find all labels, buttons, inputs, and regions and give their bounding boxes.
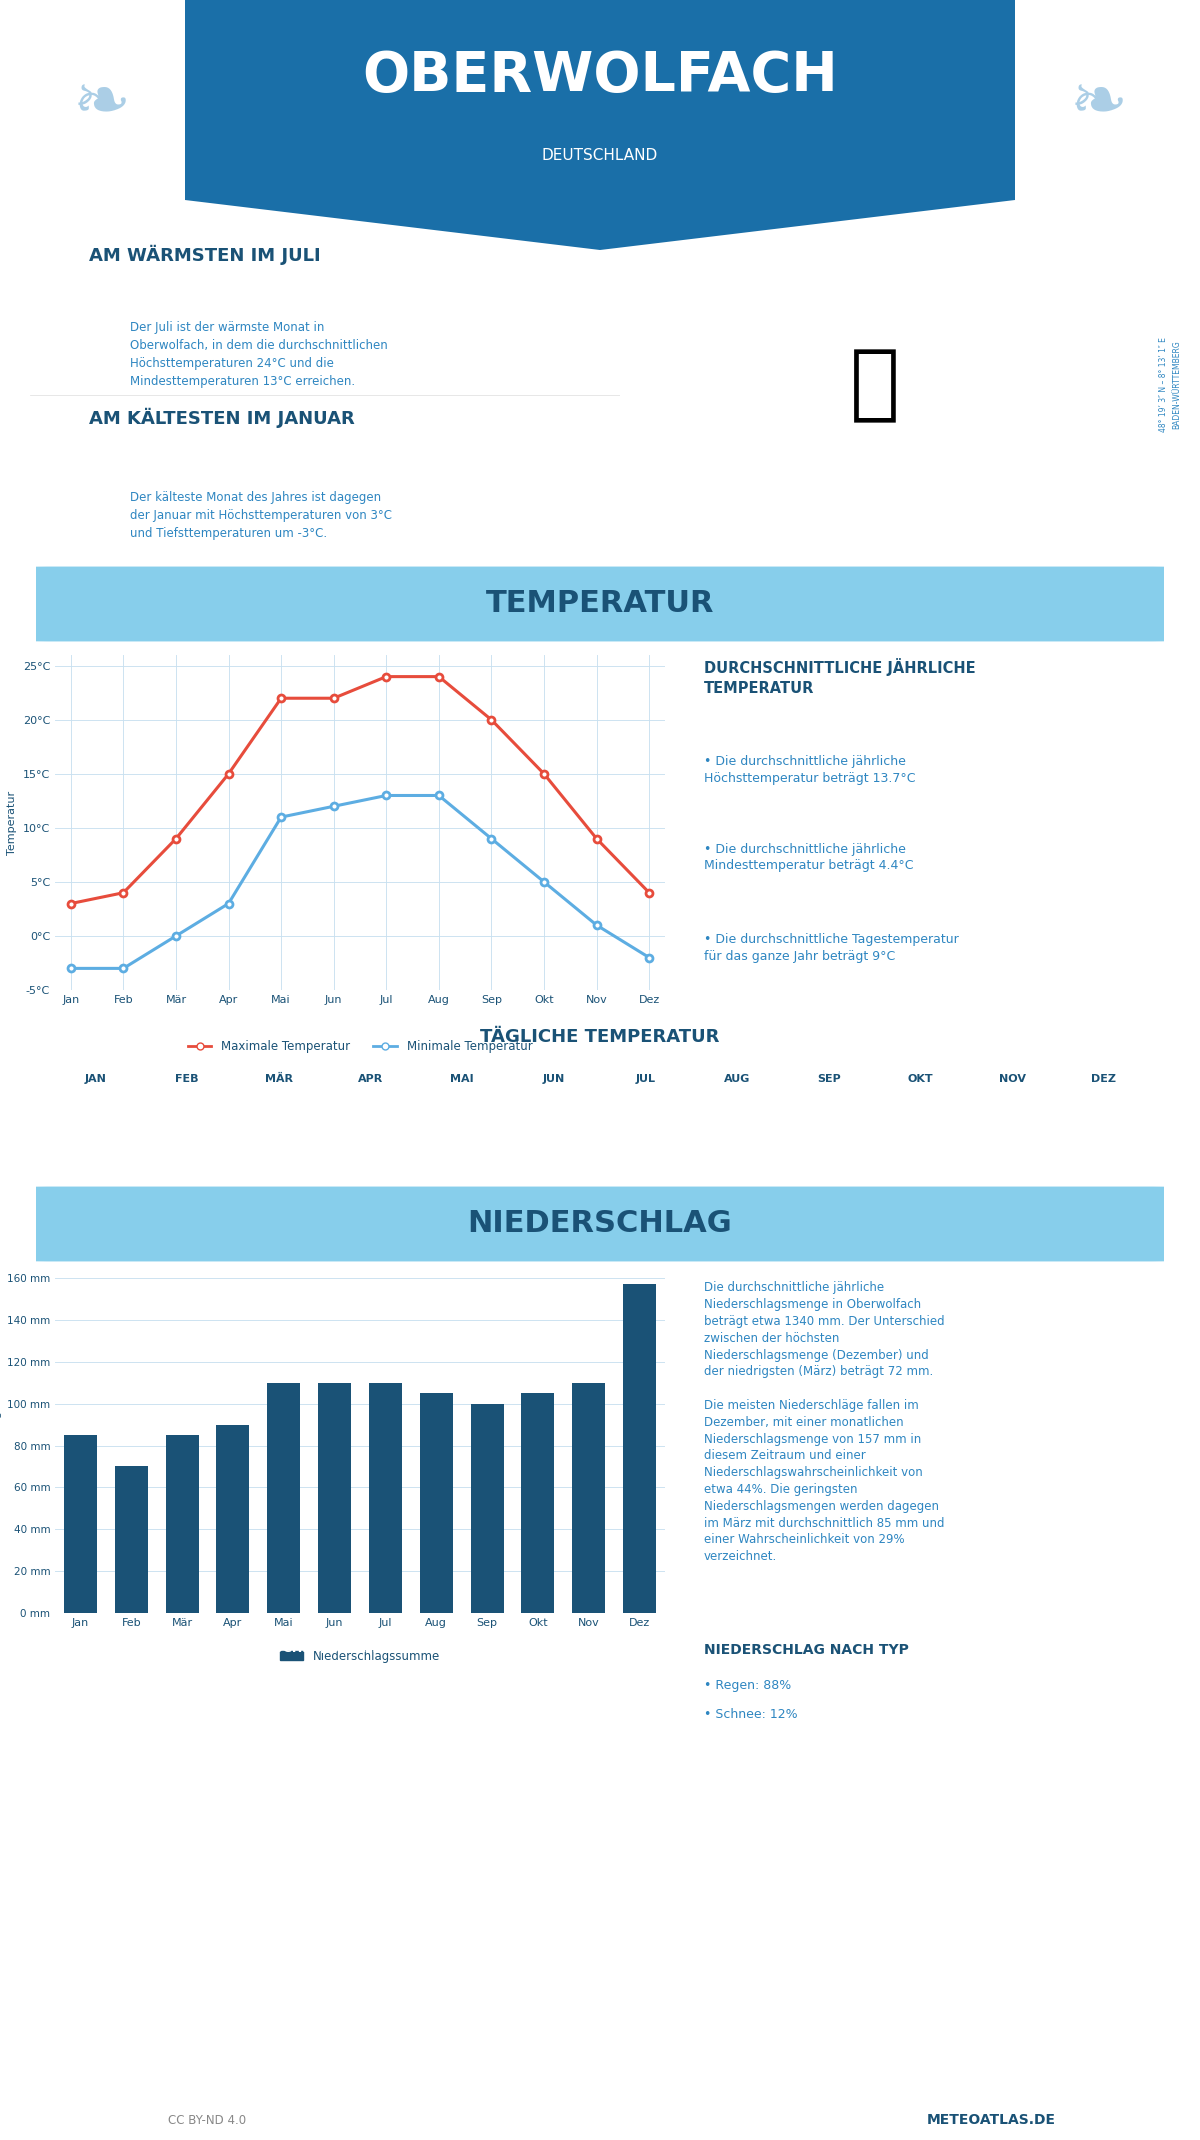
Legend: Niederschlagssumme: Niederschlagssumme — [275, 1646, 445, 1667]
Bar — [115, 1466, 148, 1614]
Text: METEOATLAS.DE: METEOATLAS.DE — [928, 2112, 1056, 2127]
Text: OKT: OKT — [907, 1074, 934, 1085]
Bar — [64, 1436, 97, 1614]
Text: CC BY-ND 4.0: CC BY-ND 4.0 — [168, 2114, 246, 2127]
Text: 39%: 39% — [318, 1676, 350, 1691]
Text: 43%: 43% — [64, 1676, 97, 1691]
Text: 35%: 35% — [419, 1676, 452, 1691]
Y-axis label: Temperatur: Temperatur — [7, 790, 17, 854]
Text: OBERWOLFACH: OBERWOLFACH — [362, 49, 838, 103]
Text: APR: APR — [223, 1706, 241, 1714]
Polygon shape — [185, 0, 1015, 250]
Text: NOV: NOV — [998, 1074, 1026, 1085]
Text: JUN: JUN — [326, 1706, 342, 1714]
Text: 14°: 14° — [812, 1113, 845, 1132]
Text: MÄR: MÄR — [265, 1074, 293, 1085]
Text: 🌍: 🌍 — [850, 345, 900, 426]
Text: MAI: MAI — [275, 1706, 292, 1714]
Text: DEUTSCHLAND: DEUTSCHLAND — [542, 148, 658, 163]
Text: NIEDERSCHLAG NACH TYP: NIEDERSCHLAG NACH TYP — [704, 1644, 908, 1656]
Bar — [521, 1393, 554, 1614]
Text: MAI: MAI — [450, 1074, 474, 1085]
Text: Der Juli ist der wärmste Monat in
Oberwolfach, in dem die durchschnittlichen
Höc: Der Juli ist der wärmste Monat in Oberwo… — [131, 321, 388, 387]
Text: 0°: 0° — [85, 1113, 106, 1132]
Text: OKT: OKT — [529, 1706, 546, 1714]
Text: 16°: 16° — [538, 1113, 569, 1132]
Text: 32%: 32% — [572, 1676, 605, 1691]
Legend: Maximale Temperatur, Minimale Temperatur: Maximale Temperatur, Minimale Temperatur — [182, 1036, 538, 1057]
Text: AM WÄRMSTEN IM JULI: AM WÄRMSTEN IM JULI — [89, 244, 320, 265]
Text: ❧: ❧ — [73, 71, 131, 137]
FancyBboxPatch shape — [13, 1186, 1187, 1260]
Text: 28%: 28% — [470, 1676, 504, 1691]
Text: MÄR: MÄR — [172, 1706, 192, 1714]
Text: 18°: 18° — [721, 1113, 752, 1132]
Text: 18°: 18° — [630, 1113, 661, 1132]
Text: DEZ: DEZ — [1091, 1074, 1116, 1085]
Bar — [623, 1284, 656, 1614]
Text: • Die durchschnittliche jährliche
Mindesttemperatur beträgt 4.4°C: • Die durchschnittliche jährliche Mindes… — [704, 843, 913, 873]
Text: JUN: JUN — [542, 1074, 565, 1085]
Text: 12°: 12° — [446, 1113, 478, 1132]
Y-axis label: Niederschlag: Niederschlag — [0, 1408, 1, 1483]
Text: • Schnee: 12%: • Schnee: 12% — [704, 1708, 798, 1721]
Text: 0°: 0° — [178, 1113, 197, 1132]
Text: SEP: SEP — [817, 1074, 840, 1085]
Text: JUL: JUL — [635, 1074, 655, 1085]
Text: 5°: 5° — [1002, 1113, 1022, 1132]
Text: NOV: NOV — [578, 1706, 599, 1714]
FancyBboxPatch shape — [13, 567, 1187, 642]
Text: TEMPERATUR: TEMPERATUR — [486, 588, 714, 618]
Text: 48° 19’ 3″ N – 8° 13’ 1″ E
BADEN-WÜRTTEMBERG: 48° 19’ 3″ N – 8° 13’ 1″ E BADEN-WÜRTTEM… — [1159, 338, 1181, 432]
Text: FEB: FEB — [122, 1706, 139, 1714]
Text: JAN: JAN — [84, 1074, 107, 1085]
Text: 10°: 10° — [905, 1113, 936, 1132]
Text: 4°: 4° — [269, 1113, 289, 1132]
Text: 41%: 41% — [266, 1676, 300, 1691]
Text: JUL: JUL — [378, 1706, 392, 1714]
Bar — [470, 1404, 504, 1614]
Bar — [268, 1382, 300, 1614]
Text: Der kälteste Monat des Jahres ist dagegen
der Januar mit Höchsttemperaturen von : Der kälteste Monat des Jahres ist dagege… — [131, 490, 392, 539]
Bar — [368, 1382, 402, 1614]
Text: DEZ: DEZ — [630, 1706, 649, 1714]
Text: • Regen: 88%: • Regen: 88% — [704, 1678, 791, 1691]
Text: FEB: FEB — [175, 1074, 199, 1085]
Text: • Die durchschnittliche Tagestemperatur
für das ganze Jahr beträgt 9°C: • Die durchschnittliche Tagestemperatur … — [704, 933, 959, 963]
Text: APR: APR — [358, 1074, 383, 1085]
Text: 1°: 1° — [1093, 1113, 1114, 1132]
Text: DURCHSCHNITTLICHE JÄHRLICHE
TEMPERATUR: DURCHSCHNITTLICHE JÄHRLICHE TEMPERATUR — [704, 659, 976, 696]
Bar — [318, 1382, 352, 1614]
Text: 9°: 9° — [360, 1113, 380, 1132]
Bar — [216, 1425, 250, 1614]
Text: AM KÄLTESTEN IM JANUAR: AM KÄLTESTEN IM JANUAR — [89, 409, 355, 428]
Text: AUG: AUG — [724, 1074, 750, 1085]
Text: • Die durchschnittliche jährliche
Höchsttemperatur beträgt 13.7°C: • Die durchschnittliche jährliche Höchst… — [704, 755, 916, 785]
Text: NIEDERSCHLAGSWAHRSCHEINLICHKEIT: NIEDERSCHLAGSWAHRSCHEINLICHKEIT — [222, 1641, 498, 1654]
Text: SEP: SEP — [479, 1706, 496, 1714]
Text: NIEDERSCHLAG: NIEDERSCHLAG — [468, 1209, 732, 1239]
Text: TÄGLICHE TEMPERATUR: TÄGLICHE TEMPERATUR — [480, 1029, 720, 1046]
Text: JAN: JAN — [72, 1706, 88, 1714]
Text: AUG: AUG — [426, 1706, 446, 1714]
Bar — [166, 1436, 199, 1614]
Text: Die durchschnittliche jährliche
Niederschlagsmenge in Oberwolfach
beträgt etwa 1: Die durchschnittliche jährliche Niedersc… — [704, 1282, 944, 1562]
Text: 44%: 44% — [623, 1676, 656, 1691]
Text: 36%: 36% — [368, 1676, 402, 1691]
Text: ❧: ❧ — [1069, 71, 1127, 137]
Text: 30%: 30% — [216, 1676, 250, 1691]
Bar — [572, 1382, 605, 1614]
Bar — [420, 1393, 452, 1614]
Text: 34%: 34% — [114, 1676, 148, 1691]
Text: 35%: 35% — [521, 1676, 554, 1691]
Text: 29%: 29% — [166, 1676, 198, 1691]
